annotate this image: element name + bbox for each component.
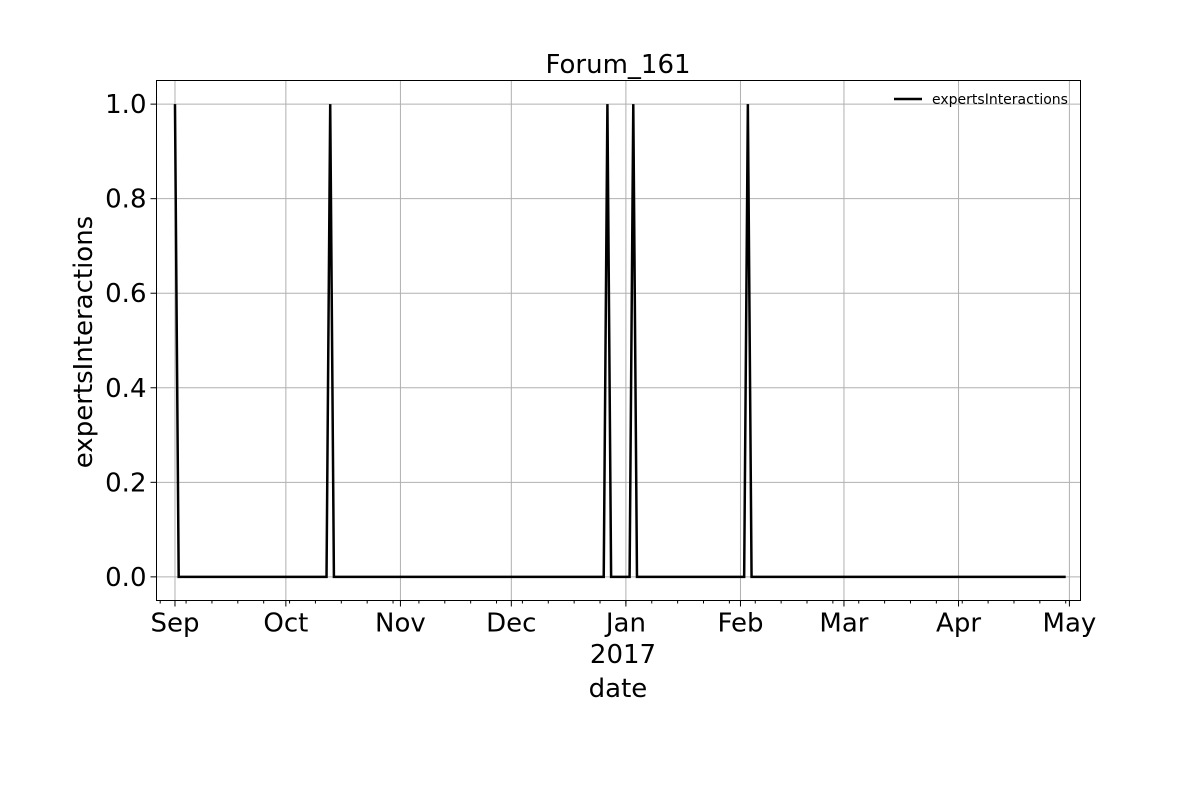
x-tick-label: Mar [819, 609, 868, 639]
series-layer [173, 104, 1066, 579]
y-tick-label: 0.0 [105, 563, 146, 593]
chart-title: Forum_161 [545, 50, 690, 80]
plot-frame [156, 80, 1081, 601]
x-axis-label: date [589, 674, 648, 704]
axis-ticks: Sep Oct Nov Dec Jan Feb Mar Apr May 0.0 0.2 0.4 0.6 0… [105, 90, 1096, 638]
x-tick-label: Oct [263, 609, 308, 639]
series-line-expertsinteractions [173, 104, 1066, 579]
x-tick-label: Dec [486, 609, 536, 639]
y-tick-label: 0.2 [105, 468, 146, 498]
y-axis-label: expertsInteractions [69, 216, 99, 468]
x-tick-label: Feb [717, 609, 763, 639]
x-axis-year-label: 2017 [590, 640, 656, 670]
y-tick-label: 1.0 [105, 90, 146, 120]
y-tick-label: 0.4 [105, 374, 146, 404]
x-tick-label: Apr [936, 609, 981, 639]
legend: expertsInteractions [894, 92, 1068, 108]
x-tick-label: Sep [150, 609, 199, 639]
legend-label: expertsInteractions [932, 92, 1068, 108]
y-tick-label: 0.6 [105, 279, 146, 309]
grid [156, 80, 1081, 601]
y-tick-label: 0.8 [105, 185, 146, 215]
x-tick-label: Jan [604, 609, 646, 639]
x-tick-label: May [1043, 609, 1097, 639]
x-tick-label: Nov [375, 609, 426, 639]
